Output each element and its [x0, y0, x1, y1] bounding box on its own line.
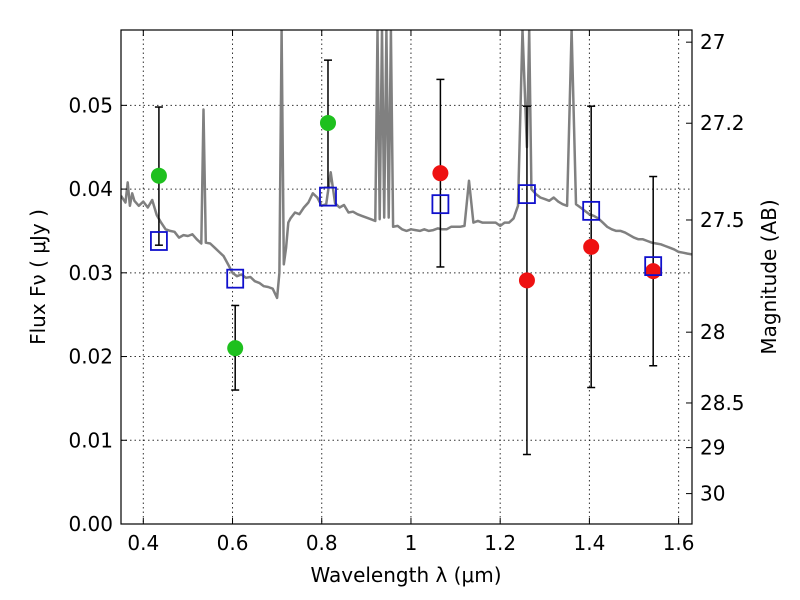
- y-tick-label: 0.04: [68, 177, 113, 201]
- y-tick-label: 0.02: [68, 345, 113, 369]
- y-axis-title-left: Flux Fν ( μJy ): [26, 209, 50, 345]
- x-tick-label: 1.2: [484, 531, 516, 555]
- axis-ticks: [121, 30, 692, 525]
- model-bandpass-square: [431, 194, 450, 215]
- model-bandpass-square: [582, 200, 601, 221]
- plot-frame: [120, 29, 693, 525]
- model-spectrum-line: [121, 30, 692, 300]
- mag-tick-label: 28.5: [700, 391, 745, 415]
- model-bandpass-square: [319, 186, 337, 207]
- y-tick-label: 0.03: [68, 261, 113, 285]
- mag-tick-label: 30: [700, 482, 725, 506]
- optical-flux-point: [319, 114, 336, 131]
- x-tick-label: 0.8: [306, 531, 338, 555]
- mag-tick-label: 28: [700, 320, 725, 344]
- model-bandpass-square: [518, 184, 536, 205]
- y-axis-title-right: Magnitude (AB): [757, 199, 781, 354]
- x-tick-label: 0.4: [127, 531, 159, 555]
- tick-labels: 0.4 0.6 0.8 1 1.2 1.4 1.6 0.00 0.01 0.02 0.03 0.04 0…: [68, 30, 744, 555]
- x-tick-label: 1.4: [573, 531, 605, 555]
- marker-layer: [150, 114, 663, 357]
- mag-tick-label: 29: [700, 436, 725, 460]
- x-axis-title: Wavelength λ (μm): [310, 563, 501, 587]
- mag-tick-label: 27.5: [700, 208, 745, 232]
- ir-flux-point: [432, 165, 449, 182]
- x-tick-label: 1.6: [663, 531, 695, 555]
- ir-flux-point: [583, 238, 600, 255]
- model-bandpass-square: [150, 231, 168, 251]
- x-tick-label: 0.6: [217, 531, 249, 555]
- plot-background: [121, 30, 692, 524]
- ir-flux-point: [518, 272, 535, 289]
- y-tick-label: 0.01: [68, 428, 113, 452]
- y-tick-label: 0.05: [68, 93, 113, 117]
- mag-tick-label: 27: [700, 30, 725, 54]
- model-spectrum-layer: [121, 30, 692, 300]
- optical-flux-point: [227, 340, 244, 357]
- ir-flux-point: [645, 263, 662, 280]
- mag-tick-label: 27.2: [700, 111, 745, 135]
- grid-lines: [121, 30, 692, 524]
- optical-flux-point: [150, 167, 167, 184]
- x-tick-label: 1: [405, 531, 418, 555]
- y-tick-label: 0.00: [68, 512, 113, 536]
- model-bandpass-square: [644, 256, 663, 277]
- model-bandpass-square: [226, 268, 245, 289]
